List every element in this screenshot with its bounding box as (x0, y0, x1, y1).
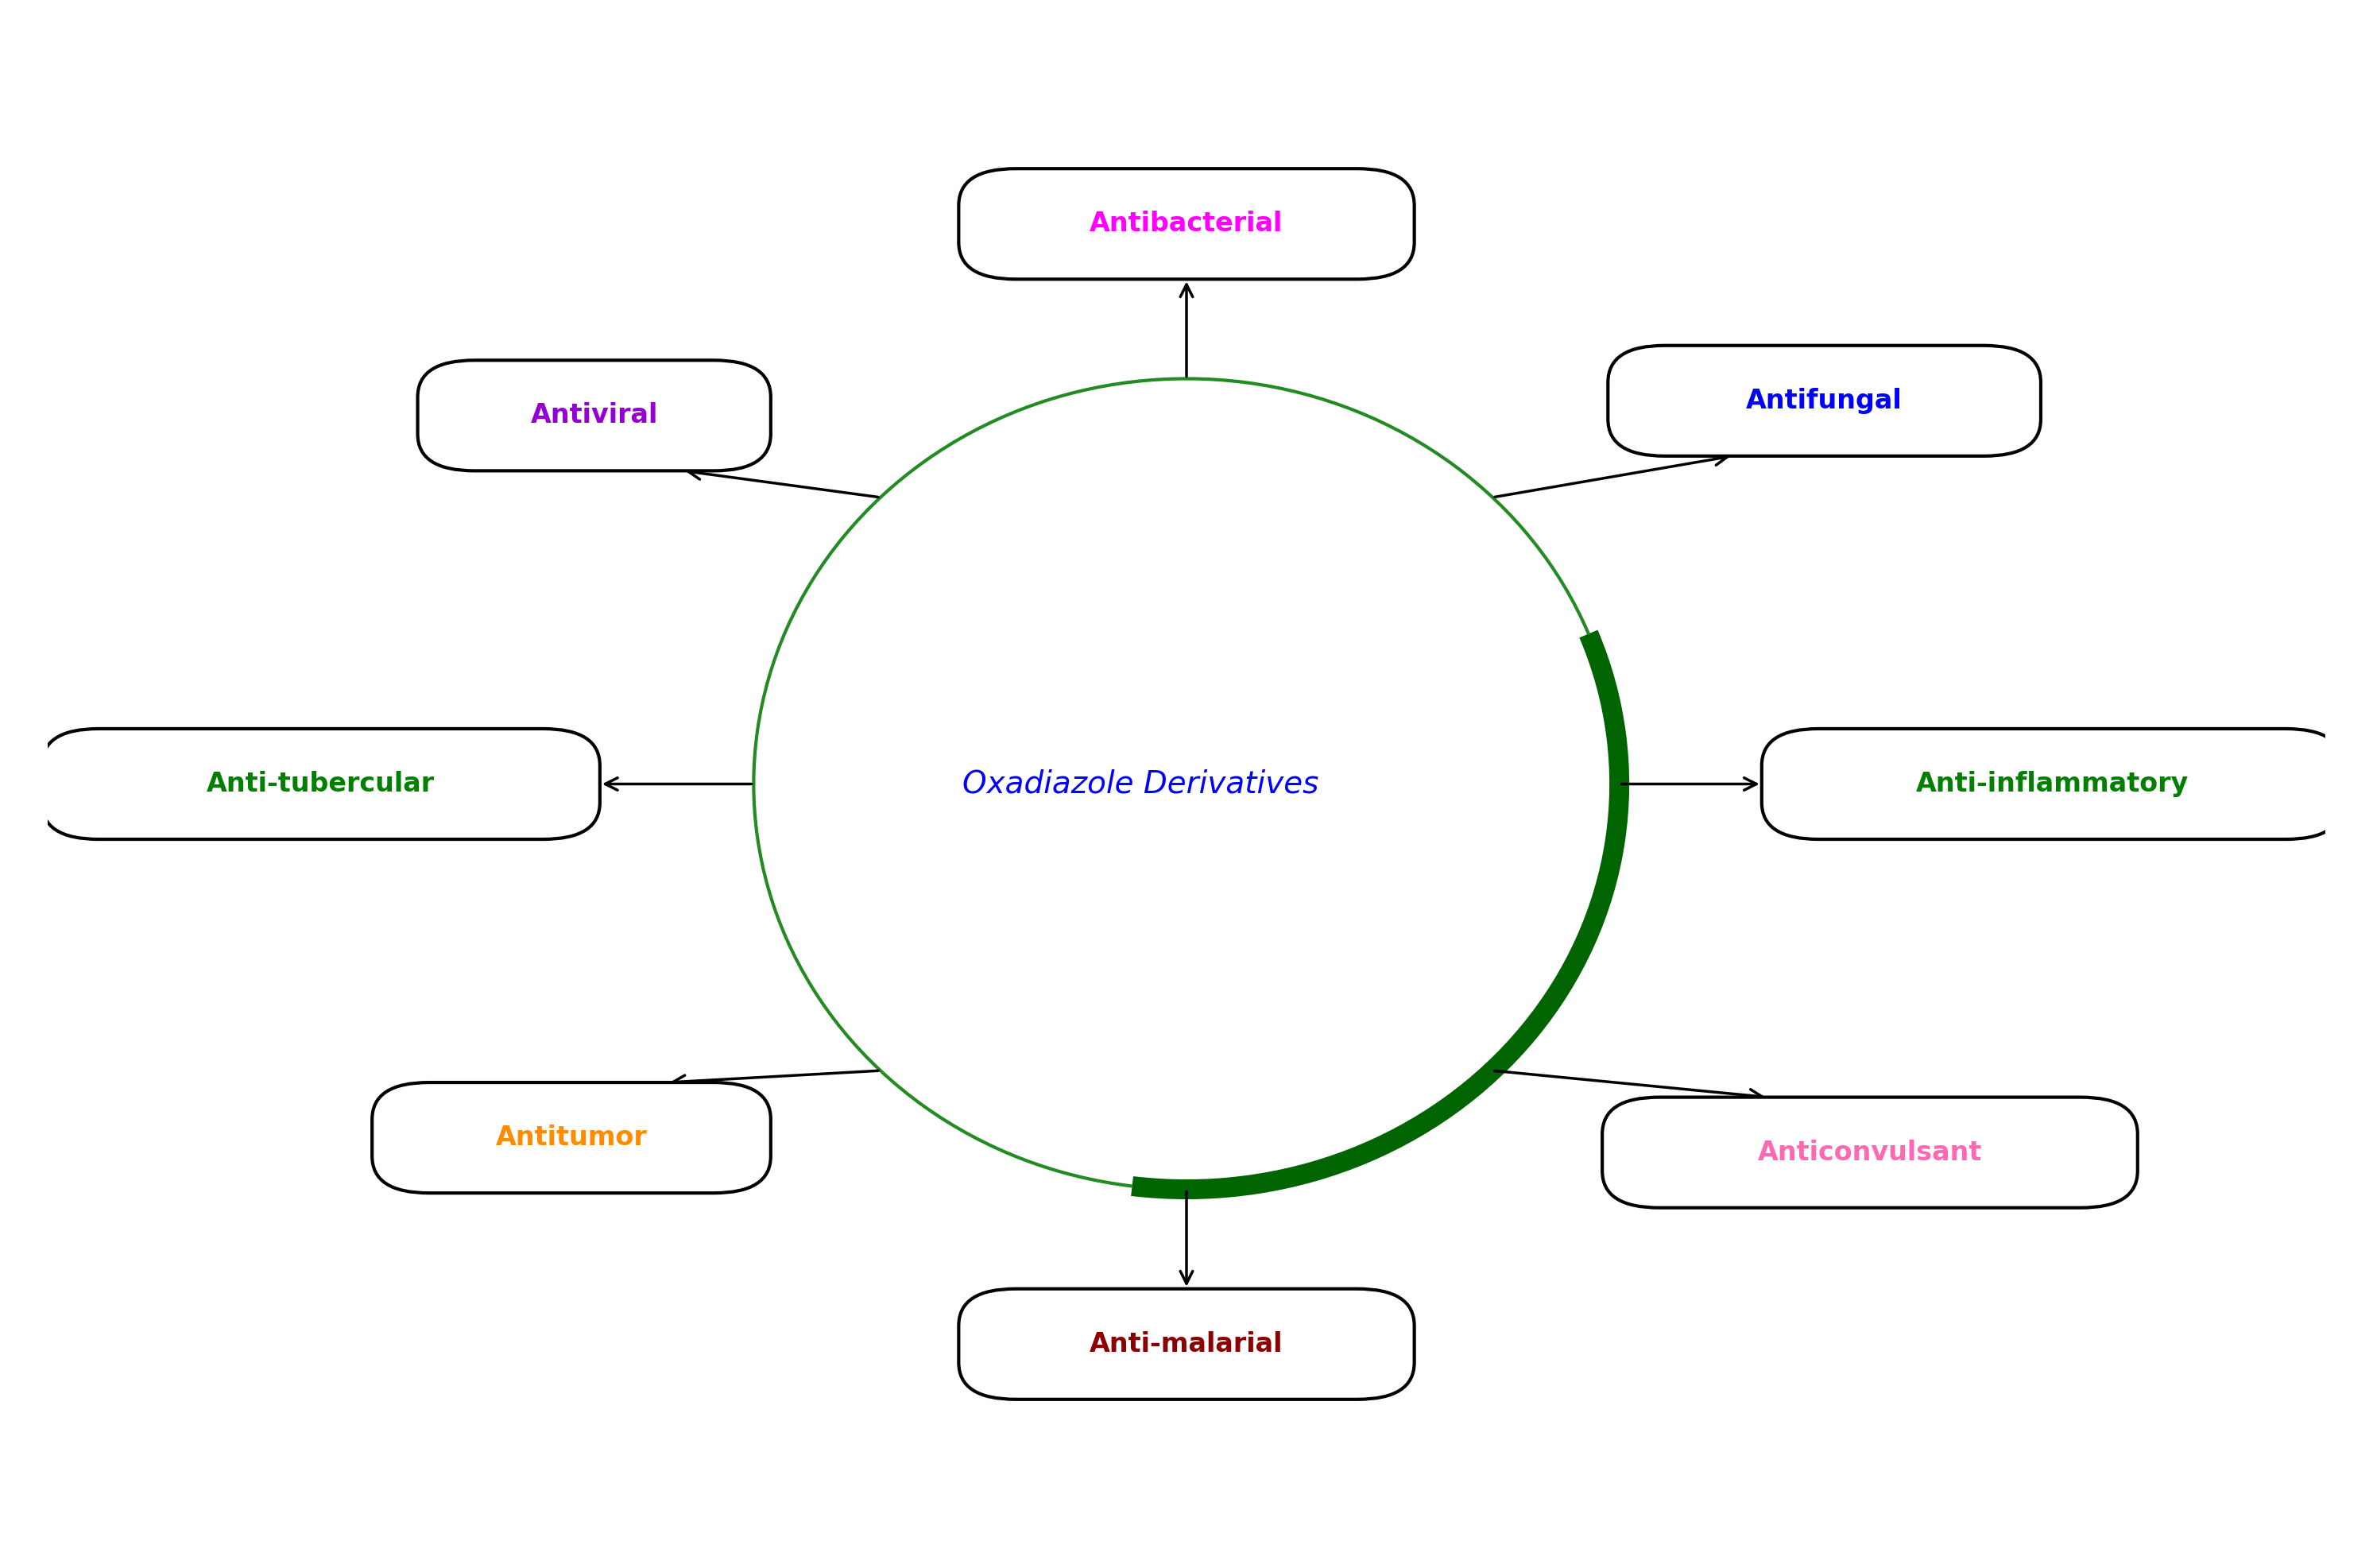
FancyBboxPatch shape (373, 1082, 771, 1193)
Ellipse shape (755, 378, 1618, 1190)
Text: Oxadiazole Derivatives: Oxadiazole Derivatives (963, 768, 1319, 800)
Text: Antibacterial: Antibacterial (1089, 210, 1284, 237)
FancyBboxPatch shape (959, 1289, 1414, 1399)
Text: Antifungal: Antifungal (1747, 387, 1903, 414)
FancyBboxPatch shape (1602, 1098, 2138, 1207)
Text: Anti-inflammatory: Anti-inflammatory (1915, 771, 2188, 797)
FancyBboxPatch shape (1609, 345, 2041, 456)
Text: Antiviral: Antiviral (532, 403, 657, 428)
Text: Anti-malarial: Anti-malarial (1089, 1331, 1284, 1358)
FancyBboxPatch shape (43, 729, 600, 839)
Text: Antitumor: Antitumor (496, 1124, 648, 1151)
Text: Anti-tubercular: Anti-tubercular (206, 771, 434, 797)
FancyBboxPatch shape (959, 169, 1414, 279)
FancyBboxPatch shape (1761, 729, 2342, 839)
Text: Anticonvulsant: Anticonvulsant (1758, 1140, 1981, 1165)
FancyBboxPatch shape (418, 361, 771, 470)
